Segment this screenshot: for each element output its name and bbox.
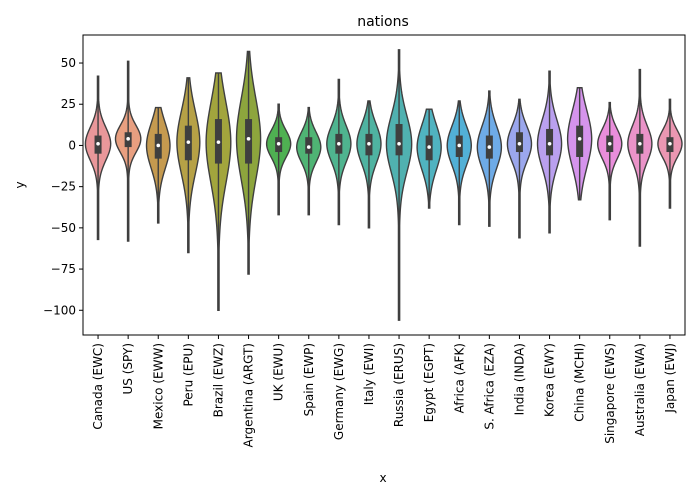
y-tick-label-6: −100 [43,303,76,317]
x-tick-label-13: S. Africa (EZA) [482,343,496,430]
violin-median-3 [186,140,191,144]
violin-median-1 [126,137,130,141]
violin-median-17 [607,141,612,146]
y-axis: 50 25 0 −25 −50 −75 −100 [43,56,83,317]
violin-iqr-box-10 [395,124,403,156]
x-axis: Canada (EWC) US (SPY) Mexico (EWW) Peru (EP… [91,335,677,447]
violins-group [84,49,683,321]
violin-median-15 [547,141,552,146]
x-tick-label-10: Russia (ERUS) [392,343,406,427]
y-tick-label-3: −25 [51,180,76,194]
y-tick-label-5: −75 [51,262,76,276]
violin-median-16 [577,137,582,141]
x-tick-label-5: Argentina (ARGT) [242,343,256,447]
violin-median-9 [367,141,371,146]
x-tick-label-1: US (SPY) [121,343,135,395]
x-tick-label-4: Brazil (EWZ) [211,343,225,417]
violin-median-5 [246,137,251,141]
violin-median-10 [397,141,401,146]
x-tick-label-6: UK (EWU) [272,343,286,401]
y-axis-title: y [13,181,27,188]
x-tick-label-9: Italy (EWI) [362,343,376,405]
x-tick-label-12: Africa (AFK) [452,343,466,413]
violin-median-2 [156,143,161,148]
x-tick-label-15: Korea (EWY) [543,343,557,417]
violin-median-4 [216,140,221,144]
violin-median-0 [96,141,100,146]
violin-median-14 [517,141,522,146]
y-tick-label-2: 0 [68,138,76,152]
x-tick-label-19: Japan (EWJ) [663,343,677,414]
y-tick-label-1: 25 [61,97,76,111]
x-tick-label-3: Peru (EPU) [181,343,195,407]
x-axis-title: x [379,471,386,485]
x-tick-label-0: Canada (EWC) [91,343,105,430]
violin-median-11 [427,145,431,149]
chart-title: nations [357,14,409,30]
violin-median-8 [337,141,341,146]
x-tick-label-17: Singapore (EWS) [603,343,617,444]
plot-frame [82,34,686,336]
violin-median-12 [457,143,462,148]
violin-median-13 [487,145,492,149]
x-tick-label-14: India (INDA) [512,343,526,415]
x-tick-label-8: Germany (EWG) [332,343,346,440]
x-tick-label-2: Mexico (EWW) [151,343,165,429]
x-tick-label-11: Egypt (EGPT) [422,343,436,422]
violin-median-19 [668,141,672,146]
violin-median-6 [276,141,281,146]
violin-median-18 [638,141,642,146]
x-tick-label-18: Australia (EWA) [633,343,647,436]
violin-iqr-box-16 [576,125,584,157]
violin-median-7 [306,145,311,149]
violin-iqr-box-5 [245,119,253,164]
x-tick-label-7: Spain (EWP) [302,343,316,416]
x-tick-label-16: China (MCHI) [573,343,587,422]
y-tick-label-0: 50 [61,56,76,70]
y-tick-label-4: −50 [51,221,76,235]
